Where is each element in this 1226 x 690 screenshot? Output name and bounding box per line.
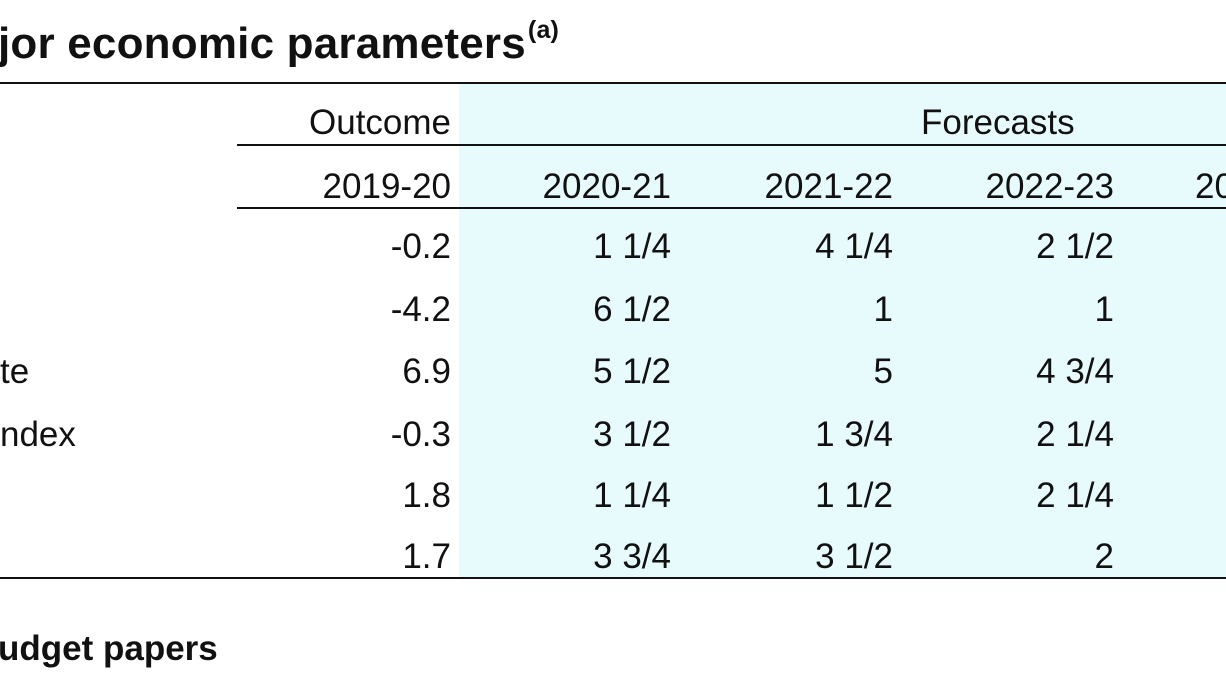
forecasts-group-header: Forecasts: [921, 103, 1075, 142]
table-cell: 4 3/4: [1036, 352, 1114, 391]
row-label: ndex: [0, 415, 76, 454]
table-cell: 1: [873, 290, 893, 329]
table-cell: 3 3/4: [593, 537, 671, 576]
footer-heading: udget papers: [0, 629, 218, 668]
table-cell: 5 1/2: [593, 352, 671, 391]
table-cell: 1: [1094, 290, 1114, 329]
table-cell: 6.9: [402, 352, 451, 391]
row-label: te: [0, 352, 30, 391]
table-top-rule: [0, 82, 1226, 84]
table-cell: 2 1/4: [1036, 415, 1114, 454]
table-cell: 1.7: [402, 537, 451, 576]
table-cell: 6 1/2: [593, 290, 671, 329]
table-cell: 3 1/2: [593, 415, 671, 454]
table-cell: 2 1/2: [1036, 227, 1114, 266]
table-cell: 5: [873, 352, 893, 391]
table-cell: 3 1/2: [815, 537, 893, 576]
table-cell: -4.2: [390, 290, 451, 329]
year-header-2019-20: 2019-20: [322, 167, 451, 206]
year-header-partial: 20: [1195, 167, 1226, 206]
table-bottom-rule: [0, 577, 1226, 579]
table-cell: 4 1/4: [815, 227, 893, 266]
outcome-group-header: Outcome: [309, 103, 451, 142]
table-cell: 1 1/4: [593, 227, 671, 266]
table-cell: 1 1/4: [593, 476, 671, 515]
table-cell: 2 1/4: [1036, 476, 1114, 515]
year-header-rule: [237, 207, 1226, 209]
forecast-column-shading: [459, 84, 1226, 578]
table-cell: 1.8: [402, 476, 451, 515]
year-header-2020-21: 2020-21: [542, 167, 671, 206]
year-header-2022-23: 2022-23: [985, 167, 1114, 206]
table-cell: 2: [1094, 537, 1114, 576]
group-header-rule: [237, 144, 1226, 146]
table-cell: 1 3/4: [815, 415, 893, 454]
table-title-text: jor economic parameters: [0, 19, 526, 68]
table-cell: -0.2: [390, 227, 451, 266]
table-cell: -0.3: [390, 415, 451, 454]
year-header-2021-22: 2021-22: [764, 167, 893, 206]
table-title: jor economic parameters(a): [0, 18, 559, 68]
title-footnote-marker: (a): [527, 16, 560, 45]
table-cell: 1 1/2: [815, 476, 893, 515]
